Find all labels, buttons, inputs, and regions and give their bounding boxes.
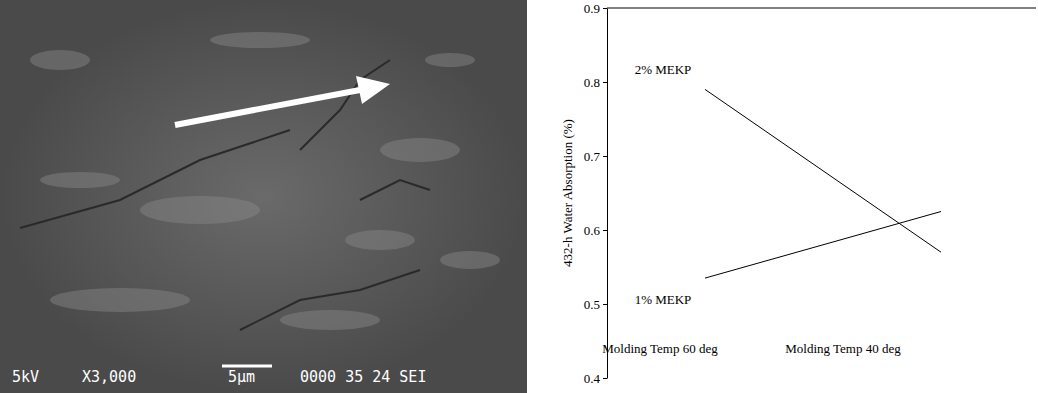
y-axis-line — [607, 9, 608, 379]
y-axis-title: 432-h Water Absorption (%) — [560, 119, 575, 267]
micrograph-text: 5μm — [228, 368, 255, 386]
crack — [240, 270, 420, 330]
y-tick: 0.6 — [584, 223, 607, 238]
y-tick-mark — [603, 378, 607, 379]
texture — [50, 288, 190, 312]
y-tick: 0.5 — [584, 297, 607, 312]
y-tick: 0.4 — [584, 371, 607, 386]
category-label: Molding Temp 40 deg — [785, 341, 901, 356]
series-line — [705, 212, 941, 279]
scale-bar — [222, 365, 272, 368]
micrograph-background — [0, 0, 527, 393]
texture — [140, 196, 260, 224]
plot-top-border — [607, 8, 1036, 9]
micrograph: 5kV X3,000 5μm 0000 35 24 SEI — [0, 0, 527, 393]
y-tick: 0.9 — [584, 1, 607, 16]
texture — [210, 32, 310, 48]
series-label: 2% MEKP — [635, 62, 692, 77]
y-tick-mark — [603, 8, 607, 9]
series-label: 1% MEKP — [635, 292, 692, 307]
texture — [380, 138, 460, 162]
arrow-shaft — [175, 90, 360, 125]
y-tick-mark — [603, 82, 607, 83]
category-label: Molding Temp 60 deg — [602, 341, 718, 356]
texture — [345, 230, 415, 250]
y-tick-label: 0.4 — [584, 371, 601, 386]
y-tick: 0.8 — [584, 75, 607, 90]
y-tick-mark — [603, 304, 607, 305]
crack — [20, 130, 290, 228]
y-tick-label: 0.7 — [584, 149, 601, 164]
arrow-head — [356, 76, 390, 104]
series-line — [705, 89, 941, 252]
page: 5kVX3,0005μm0000 35 24 SEI0.40.50.60.70.… — [0, 0, 1038, 393]
chart: 0.4 0.5 0.6 0.7 0.8 0.9 432-h Water Absorption… — [560, 1, 1036, 386]
y-tick-label: 0.5 — [584, 297, 600, 312]
crack — [360, 180, 430, 200]
y-tick-label: 0.8 — [584, 75, 600, 90]
y-axis: 0.4 0.5 0.6 0.7 0.8 0.9 — [584, 1, 608, 386]
micrograph-text: X3,000 — [82, 368, 136, 386]
plot-lines — [705, 89, 941, 278]
y-tick-mark — [603, 230, 607, 231]
texture — [30, 50, 90, 70]
texture — [425, 53, 475, 67]
texture — [440, 251, 500, 269]
micrograph-text: 0000 35 24 SEI — [300, 368, 426, 386]
y-tick-mark — [603, 156, 607, 157]
texture — [280, 310, 380, 330]
micrograph-text: 5kV — [12, 368, 39, 386]
y-tick: 0.7 — [584, 149, 607, 164]
texture — [40, 172, 120, 188]
y-tick-label: 0.6 — [584, 223, 601, 238]
y-tick-label: 0.9 — [584, 1, 600, 16]
crack — [300, 60, 390, 150]
